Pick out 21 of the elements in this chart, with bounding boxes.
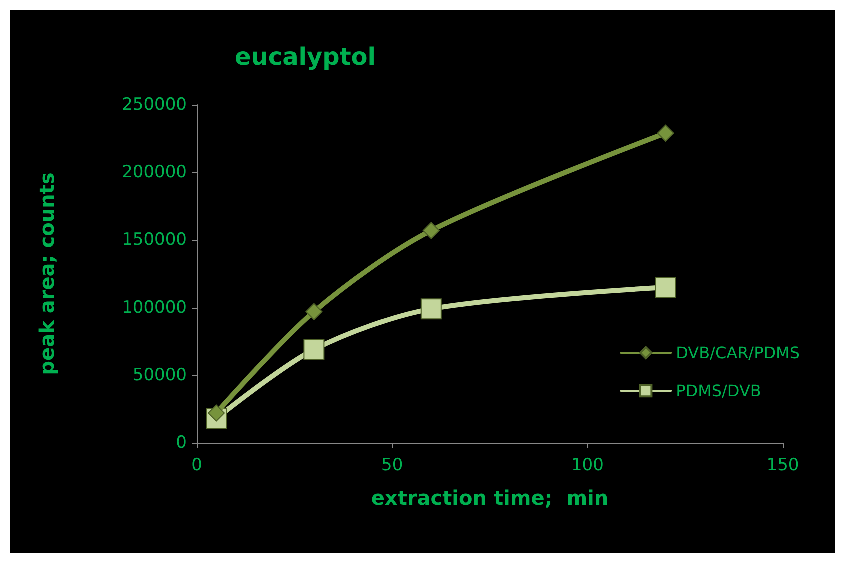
x-tick-label: 50 bbox=[382, 456, 404, 476]
x-tick-label: 150 bbox=[766, 456, 800, 476]
legend-label: PDMS/DVB bbox=[676, 382, 762, 400]
legend-label: DVB/CAR/PDMS bbox=[676, 344, 800, 362]
x-tick-label: 0 bbox=[192, 456, 202, 476]
point bbox=[657, 124, 674, 142]
chart-title: eucalyptol bbox=[235, 43, 376, 71]
point bbox=[304, 339, 325, 360]
point bbox=[306, 303, 323, 320]
y-axis-title: peak area; counts bbox=[35, 172, 59, 376]
point bbox=[655, 277, 676, 298]
point bbox=[422, 222, 440, 240]
y-tick-label: 150000 bbox=[122, 230, 187, 250]
y-tick-label: 100000 bbox=[122, 298, 187, 318]
y-tick-label: 0 bbox=[176, 433, 187, 453]
x-tick-label: 100 bbox=[571, 456, 604, 476]
y-tick-label: 50000 bbox=[132, 365, 187, 386]
x-axis-title: extraction time; min bbox=[371, 486, 609, 510]
y-tick-label: 250000 bbox=[122, 95, 187, 115]
point bbox=[420, 298, 442, 320]
y-tick-label: 200000 bbox=[122, 162, 187, 183]
